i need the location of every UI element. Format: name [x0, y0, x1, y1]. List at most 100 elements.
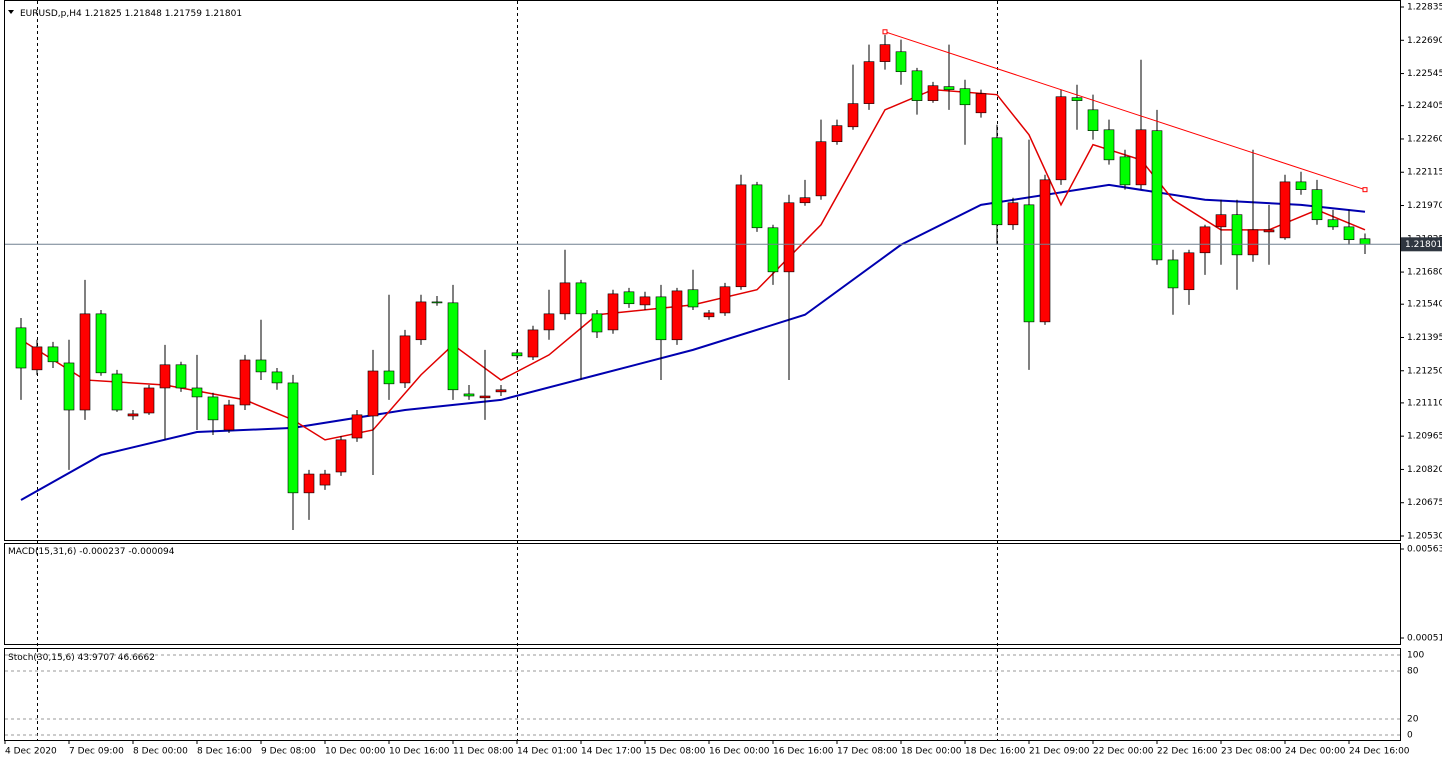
price-tag-label: 1.21801: [1405, 240, 1442, 250]
candle-body: [671, 290, 683, 341]
candle-body: [1039, 179, 1051, 323]
candle-body: [143, 387, 155, 414]
candle-body: [1071, 97, 1083, 101]
candle-body: [1087, 109, 1099, 132]
macd-panel: [4, 543, 1401, 645]
candle-body: [1007, 202, 1019, 226]
candle-body: [783, 202, 795, 273]
x-tick-label: 18 Dec 16:00: [965, 747, 1026, 757]
candle-body: [127, 413, 139, 417]
x-tick-label: 22 Dec 16:00: [1157, 747, 1218, 757]
y-tick-label: 1.21680: [1407, 268, 1442, 278]
candle-body: [511, 352, 523, 357]
x-tick-label: 23 Dec 08:00: [1221, 747, 1282, 757]
candle-body: [1231, 214, 1243, 256]
stoch-panel: [4, 648, 1401, 741]
candle-body: [943, 86, 955, 90]
candle-body: [111, 373, 123, 411]
stoch-main: 43.9707: [78, 653, 115, 663]
candle-body: [1327, 219, 1339, 228]
candle-body: [1055, 96, 1067, 181]
candle-body: [415, 301, 427, 341]
candle-body: [527, 329, 539, 358]
trendline-anchor: [882, 29, 888, 35]
candle-body: [975, 93, 987, 114]
candle-body: [543, 313, 555, 331]
candle-body: [1263, 229, 1275, 233]
ohlc-close: 1.21801: [205, 9, 242, 19]
y-tick-label: 1.21110: [1407, 398, 1442, 408]
candle-body: [767, 227, 779, 273]
x-tick-label: 4 Dec 2020: [5, 747, 57, 757]
candle-body: [15, 327, 27, 369]
candle-body: [1215, 214, 1227, 228]
stoch-label: Stoch(30,15,6) 43.9707 46.6662: [8, 653, 155, 663]
candle-body: [47, 346, 59, 363]
macd-name: MACD(15,31,6): [8, 547, 76, 557]
x-tick-label: 11 Dec 08:00: [453, 747, 514, 757]
candle-body: [1135, 129, 1147, 186]
x-tick-label: 14 Dec 17:00: [581, 747, 642, 757]
candle-body: [495, 389, 507, 393]
y-tick-label: 1.20675: [1407, 498, 1442, 508]
y-tick-label: 1.22835: [1407, 3, 1442, 13]
candle-body: [447, 302, 459, 391]
candle-body: [1119, 156, 1131, 186]
candle-body: [1247, 229, 1259, 256]
candle-body: [927, 85, 939, 101]
x-tick-label: 22 Dec 00:00: [1093, 747, 1154, 757]
candle-body: [559, 282, 571, 315]
x-tick-label: 24 Dec 16:00: [1349, 747, 1410, 757]
trendline-anchor: [1362, 187, 1368, 193]
macd-label: MACD(15,31,6) -0.000237 -0.000094: [8, 547, 175, 557]
candle-body: [1359, 238, 1371, 245]
ohlc-open: 1.21825: [85, 9, 122, 19]
ohlc-high: 1.21848: [125, 9, 162, 19]
candle-body: [703, 312, 715, 318]
candle-body: [431, 301, 443, 304]
candle-body: [239, 359, 251, 406]
candle-body: [639, 296, 651, 306]
candle-body: [255, 359, 267, 373]
candle-body: [959, 88, 971, 106]
x-tick-label: 9 Dec 08:00: [261, 747, 316, 757]
candle-body: [271, 371, 283, 384]
candle-body: [335, 439, 347, 473]
x-tick-label: 15 Dec 08:00: [645, 747, 706, 757]
chart-header: EURUSD,p,H4 1.21825 1.21848 1.21759 1.21…: [20, 9, 242, 19]
y-tick-label: 80: [1407, 667, 1419, 677]
main-panel: [4, 0, 1401, 541]
candle-body: [895, 51, 907, 73]
moving-average: [20, 183, 1366, 501]
y-tick-label: 1.20965: [1407, 432, 1442, 442]
candle-body: [63, 362, 75, 411]
header-arrow: [8, 10, 14, 14]
y-tick-label: 1.21250: [1407, 366, 1442, 376]
y-tick-label: 0: [1407, 731, 1413, 741]
candle-body: [479, 395, 491, 399]
candle-body: [223, 404, 235, 431]
candle-body: [1167, 259, 1179, 289]
candle-body: [1103, 129, 1115, 161]
candle-body: [287, 382, 299, 494]
x-tick-label: 10 Dec 00:00: [325, 747, 386, 757]
candle-body: [799, 197, 811, 204]
symbol: EURUSD,p,H4: [20, 9, 82, 19]
candle-body: [399, 335, 411, 384]
candle-body: [687, 289, 699, 308]
candle-body: [175, 364, 187, 389]
price-tag: [1401, 237, 1442, 252]
x-tick-label: 16 Dec 00:00: [709, 747, 770, 757]
candle-body: [31, 346, 43, 371]
macd-value: -0.000237: [79, 547, 125, 557]
y-tick-label: 1.22690: [1407, 36, 1442, 46]
candle-body: [847, 103, 859, 128]
x-tick-label: 18 Dec 00:00: [901, 747, 962, 757]
candle-body: [607, 293, 619, 331]
x-tick-label: 7 Dec 09:00: [69, 747, 124, 757]
y-tick-label: 1.22405: [1407, 101, 1442, 111]
candle-body: [575, 282, 587, 315]
candle-body: [1343, 226, 1355, 241]
candle-body: [655, 296, 667, 341]
